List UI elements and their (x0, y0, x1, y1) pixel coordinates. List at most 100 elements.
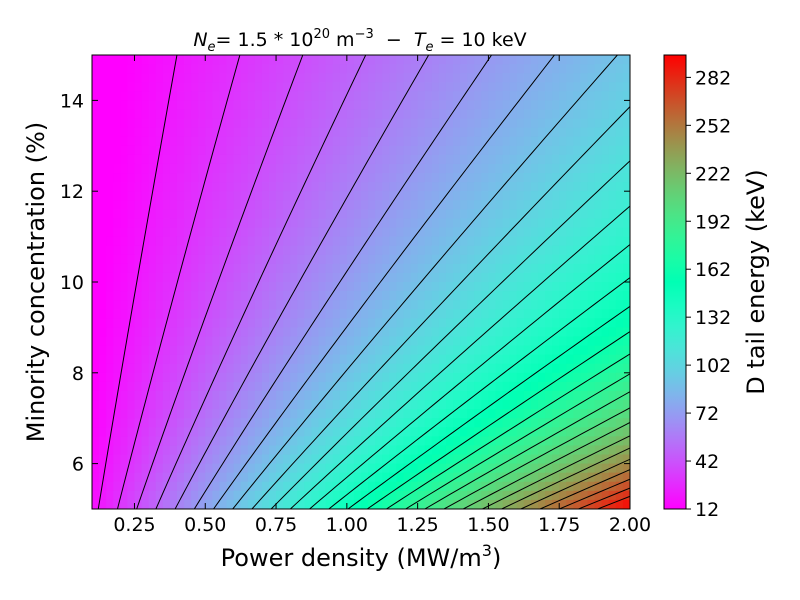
field-cell (509, 336, 518, 347)
field-cell (474, 318, 482, 328)
contour-line (136, 55, 304, 509)
field-cell (403, 154, 412, 165)
field-cell (240, 409, 249, 419)
field-cell (509, 345, 518, 356)
field-cell (276, 409, 284, 419)
field-cell (141, 154, 150, 165)
field-cell (488, 245, 497, 256)
field-cell (622, 100, 630, 111)
field-cell (516, 300, 525, 310)
field-cell (205, 372, 213, 383)
field-cell (226, 372, 235, 383)
field-cell (467, 472, 475, 483)
field-cell (226, 218, 235, 229)
field-cell (580, 336, 589, 347)
field-cell (325, 436, 334, 447)
field-cell (240, 463, 249, 474)
field-cell (460, 291, 468, 301)
field-cell (198, 191, 206, 201)
field-cell (134, 400, 143, 410)
field-cell (523, 400, 532, 410)
field-cell (467, 363, 475, 374)
field-cell (438, 236, 447, 247)
field-cell (396, 336, 405, 347)
field-cell (396, 472, 405, 483)
field-cell (318, 381, 327, 392)
field-cell (353, 381, 362, 392)
field-cell (106, 327, 114, 338)
field-cell (268, 182, 277, 192)
field-cell (431, 109, 440, 120)
field-cell (219, 327, 228, 338)
field-cell (106, 490, 114, 501)
field-cell (226, 291, 235, 301)
field-cell (453, 363, 461, 374)
field-cell (120, 390, 128, 401)
field-cell (191, 481, 199, 492)
field-cell (162, 100, 171, 111)
field-cell (261, 145, 270, 156)
field-cell (615, 363, 624, 374)
field-cell (453, 200, 461, 210)
field-cell (247, 345, 256, 356)
field-cell (176, 472, 185, 483)
field-cell (396, 154, 405, 165)
field-cell (99, 372, 107, 383)
field-cell (403, 218, 412, 229)
field-cell (361, 163, 369, 174)
field-cell (615, 91, 624, 101)
field-cell (361, 127, 369, 138)
field-cell (361, 118, 369, 129)
field-cell (205, 82, 213, 92)
field-cell (580, 91, 589, 101)
field-cell (141, 55, 150, 65)
field-cell (594, 227, 603, 238)
field-cell (530, 354, 539, 365)
contour-line (290, 205, 630, 509)
field-cell (559, 263, 567, 274)
field-cell (566, 73, 574, 83)
field-cell (106, 100, 114, 111)
field-cell (445, 282, 454, 292)
field-cell (318, 300, 327, 310)
field-cell (353, 82, 362, 92)
field-cell (608, 418, 617, 428)
field-cell (467, 400, 475, 410)
field-cell (566, 209, 574, 220)
field-cell (431, 182, 440, 192)
field-cell (495, 390, 504, 401)
field-cell (573, 363, 582, 374)
field-cell (431, 272, 440, 283)
field-cell (502, 463, 511, 474)
field-cell (198, 236, 206, 247)
field-cell (417, 300, 426, 310)
field-cell (545, 445, 553, 456)
field-cell (552, 354, 560, 365)
field-cell (353, 490, 362, 501)
field-cell (361, 227, 369, 238)
field-cell (339, 73, 348, 83)
field-cell (176, 381, 185, 392)
field-cell (325, 64, 334, 74)
field-cell (261, 109, 270, 120)
field-cell (99, 472, 107, 483)
field-cell (573, 118, 582, 129)
field-cell (389, 227, 397, 238)
field-cell (516, 454, 525, 465)
field-cell (283, 436, 291, 447)
field-cell (240, 145, 249, 156)
field-cell (219, 409, 228, 419)
field-cell (460, 100, 468, 111)
field-cell (283, 390, 291, 401)
field-cell (559, 372, 567, 383)
field-cell (622, 354, 630, 365)
contour-line (424, 391, 630, 509)
field-cell (375, 145, 383, 156)
field-cell (325, 154, 334, 165)
field-cell (530, 236, 539, 247)
field-cell (481, 82, 490, 92)
field-cell (346, 363, 355, 374)
field-cell (233, 145, 242, 156)
field-cell (516, 327, 525, 338)
field-cell (92, 236, 100, 247)
